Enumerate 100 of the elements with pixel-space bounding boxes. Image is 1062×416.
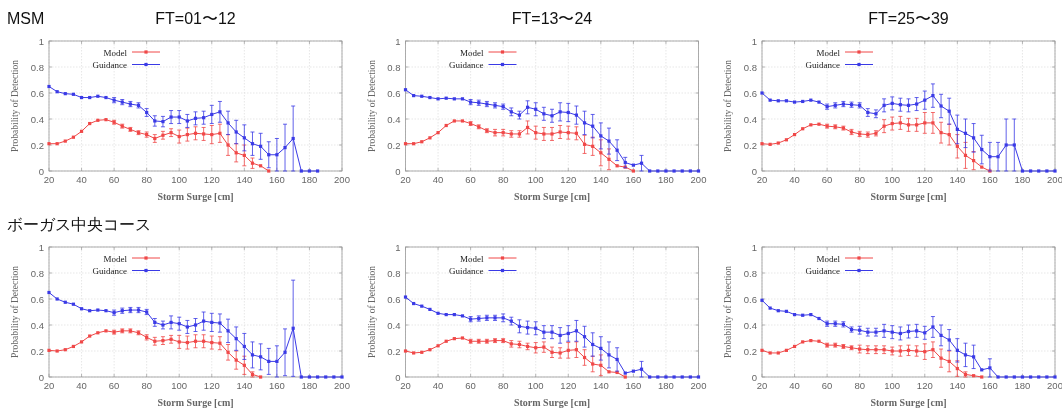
x-axis-title: Storm Surge [cm] bbox=[157, 191, 234, 202]
x-tick-label: 100 bbox=[527, 380, 544, 391]
legend-label: Model bbox=[816, 253, 841, 264]
y-tick-label: 0 bbox=[395, 371, 401, 383]
chart-title: FT=01〜12 bbox=[155, 10, 236, 27]
x-tick-label: 80 bbox=[141, 380, 152, 391]
x-tick-label: 60 bbox=[465, 174, 476, 185]
y-tick-label: 0.8 bbox=[387, 61, 401, 73]
x-tick-label: 40 bbox=[432, 380, 444, 391]
x-tick-label: 160 bbox=[625, 380, 642, 391]
y-tick-label: 0.6 bbox=[30, 87, 44, 99]
y-tick-label: 0.2 bbox=[387, 139, 401, 151]
x-tick-label: 180 bbox=[1014, 174, 1031, 185]
y-tick-label: 0.6 bbox=[30, 293, 44, 305]
x-tick-label: 200 bbox=[1047, 174, 1062, 185]
x-tick-label: 100 bbox=[171, 174, 188, 185]
x-tick-label: 120 bbox=[203, 174, 220, 185]
x-tick-label: 40 bbox=[76, 174, 87, 185]
x-tick-label: 60 bbox=[821, 380, 833, 391]
y-tick-label: 0.8 bbox=[30, 267, 44, 279]
y-tick-label: 0.6 bbox=[743, 87, 757, 99]
y-tick-label: 0.8 bbox=[30, 61, 44, 73]
x-tick-label: 200 bbox=[334, 380, 350, 391]
x-axis-title: Storm Surge [cm] bbox=[513, 397, 591, 408]
y-tick-label: 0.4 bbox=[387, 319, 401, 331]
y-tick-label: 1 bbox=[751, 241, 757, 253]
x-tick-label: 120 bbox=[560, 174, 577, 185]
x-tick-label: 20 bbox=[756, 174, 768, 185]
y-tick-label: 1 bbox=[751, 35, 757, 47]
x-tick-label: 80 bbox=[854, 174, 865, 185]
y-axis-title: Probability of Detection bbox=[10, 265, 20, 358]
legend-label: Model bbox=[460, 47, 484, 58]
y-tick-label: 0.6 bbox=[387, 87, 401, 99]
x-axis-title: Storm Surge [cm] bbox=[513, 191, 591, 202]
x-axis-title: Storm Surge [cm] bbox=[870, 191, 947, 202]
x-tick-label: 80 bbox=[141, 174, 152, 185]
x-tick-label: 160 bbox=[981, 174, 998, 185]
y-tick-label: 1 bbox=[38, 35, 44, 47]
y-tick-label: 0.8 bbox=[743, 267, 757, 279]
x-tick-label: 100 bbox=[884, 174, 901, 185]
y-tick-label: 0.4 bbox=[30, 319, 44, 331]
y-tick-label: 0.2 bbox=[387, 345, 401, 357]
x-tick-label: 40 bbox=[432, 174, 444, 185]
y-tick-label: 0.4 bbox=[743, 319, 757, 331]
y-axis-title: Probability of Detection bbox=[10, 59, 20, 152]
x-tick-label: 200 bbox=[690, 380, 707, 391]
x-tick-label: 140 bbox=[592, 380, 609, 391]
y-tick-label: 1 bbox=[38, 241, 44, 253]
x-axis-title: Storm Surge [cm] bbox=[157, 397, 234, 408]
x-tick-label: 140 bbox=[949, 174, 966, 185]
text: MSM bbox=[7, 10, 45, 27]
x-tick-label: 100 bbox=[171, 380, 188, 391]
y-tick-label: 0.2 bbox=[30, 345, 44, 357]
x-tick-label: 20 bbox=[43, 174, 55, 185]
x-tick-label: 60 bbox=[108, 174, 120, 185]
x-tick-label: 180 bbox=[301, 174, 318, 185]
x-tick-label: 140 bbox=[949, 380, 966, 391]
y-tick-label: 0.4 bbox=[387, 113, 401, 125]
x-tick-label: 160 bbox=[981, 380, 998, 391]
chart-title: FT=25〜39 bbox=[868, 10, 949, 27]
x-tick-label: 20 bbox=[400, 380, 411, 391]
legend-label: Model bbox=[103, 47, 128, 58]
x-tick-label: 40 bbox=[789, 174, 800, 185]
x-tick-label: 40 bbox=[76, 380, 87, 391]
x-tick-label: 120 bbox=[560, 380, 577, 391]
legend-label: Guidance bbox=[449, 266, 484, 276]
x-tick-label: 40 bbox=[789, 380, 800, 391]
y-tick-label: 1 bbox=[395, 241, 401, 253]
x-tick-label: 140 bbox=[592, 174, 609, 185]
x-tick-label: 180 bbox=[1014, 380, 1031, 391]
y-tick-label: 0 bbox=[751, 165, 757, 177]
legend-label: Model bbox=[816, 47, 841, 58]
x-tick-label: 180 bbox=[658, 380, 674, 391]
legend-label: Model bbox=[460, 253, 484, 264]
y-tick-label: 0.8 bbox=[743, 61, 757, 73]
y-tick-label: 0 bbox=[38, 371, 44, 383]
chart-title: FT=13〜24 bbox=[511, 10, 593, 27]
y-tick-label: 0.6 bbox=[387, 293, 401, 305]
x-tick-label: 200 bbox=[334, 174, 350, 185]
y-tick-label: 0.2 bbox=[743, 139, 757, 151]
x-tick-label: 180 bbox=[301, 380, 318, 391]
x-tick-label: 200 bbox=[690, 174, 707, 185]
x-tick-label: 80 bbox=[854, 380, 865, 391]
x-tick-label: 20 bbox=[756, 380, 768, 391]
y-tick-label: 0 bbox=[751, 371, 757, 383]
y-tick-label: 0.4 bbox=[743, 113, 757, 125]
x-tick-label: 60 bbox=[108, 380, 120, 391]
y-axis-title: Probability of Detection bbox=[723, 265, 733, 358]
x-tick-label: 160 bbox=[268, 174, 285, 185]
x-tick-label: 120 bbox=[916, 380, 933, 391]
x-tick-label: 80 bbox=[497, 380, 509, 391]
y-axis-title: Probability of Detection bbox=[723, 59, 733, 152]
y-tick-label: 0 bbox=[395, 165, 401, 177]
x-tick-label: 80 bbox=[497, 174, 509, 185]
y-tick-label: 0.6 bbox=[743, 293, 757, 305]
x-tick-label: 200 bbox=[1047, 380, 1062, 391]
x-tick-label: 20 bbox=[400, 174, 411, 185]
y-axis-title: Probability of Detection bbox=[366, 265, 377, 358]
y-tick-label: 0.2 bbox=[743, 345, 757, 357]
legend-label: Guidance bbox=[805, 266, 840, 276]
